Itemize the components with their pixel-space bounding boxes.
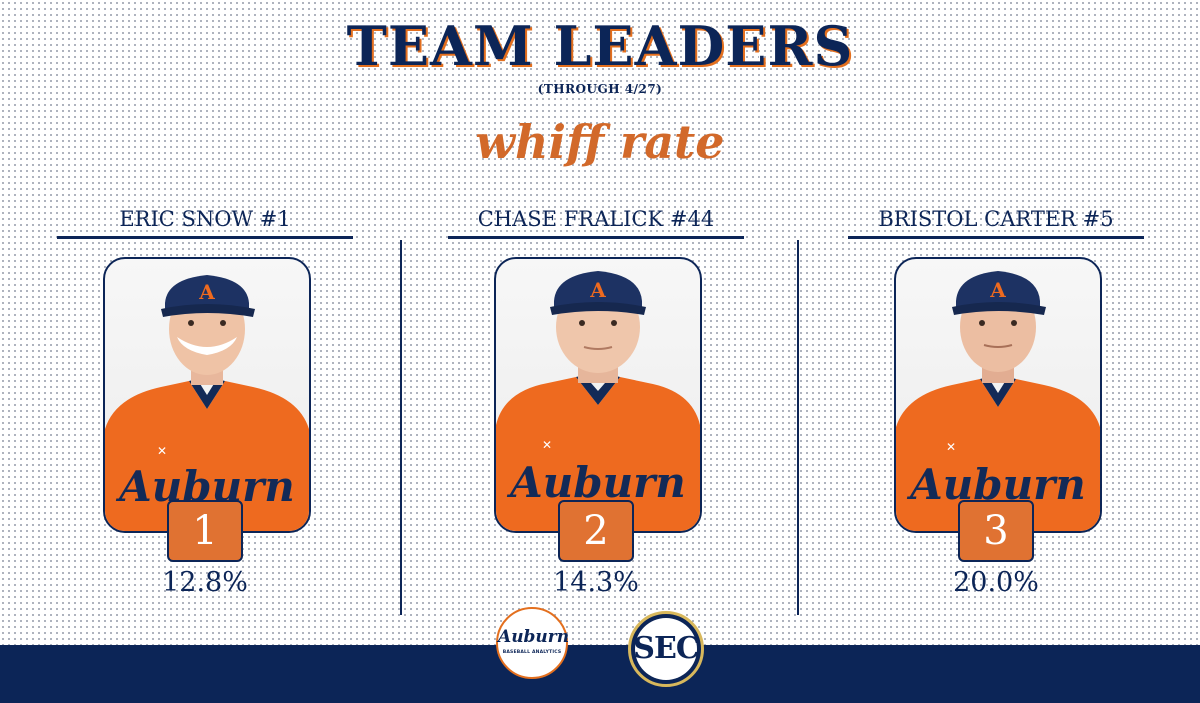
column-divider xyxy=(400,240,402,615)
leader-card-1: ERIC SNOW #1 A Auburn ✕ 1 12.8% xyxy=(55,205,355,605)
date-subtitle: (THROUGH 4/27) xyxy=(537,82,663,96)
player-photo-illustration: A Auburn ✕ xyxy=(896,271,1100,531)
stat-value: 14.3% xyxy=(553,567,639,598)
name-underline xyxy=(848,236,1144,239)
auburn-baseball-analytics-logo: Auburn BASEBALL ANALYTICS xyxy=(496,607,570,679)
player-photo-illustration: A Auburn ✕ xyxy=(105,275,309,531)
name-underline xyxy=(448,236,744,239)
auburn-logo-subtext: BASEBALL ANALYTICS xyxy=(502,650,562,655)
rank-badge: 1 xyxy=(167,500,243,562)
stat-name: whiff rate xyxy=(475,115,725,169)
player-name: CHASE FRALICK #44 xyxy=(477,207,715,231)
auburn-logo-script: Auburn xyxy=(498,627,570,647)
sec-logo-text: SEC xyxy=(633,631,699,666)
player-photo: A Auburn ✕ xyxy=(894,257,1102,533)
footer-bar xyxy=(0,645,1200,703)
svg-text:✕: ✕ xyxy=(542,438,552,452)
svg-text:A: A xyxy=(989,278,1006,302)
player-photo-illustration: A Auburn ✕ xyxy=(496,271,700,531)
leader-card-3: BRISTOL CARTER #5 A Auburn ✕ 3 20.0% xyxy=(846,205,1146,605)
player-name: BRISTOL CARTER #5 xyxy=(878,207,1114,231)
rank-badge: 3 xyxy=(958,500,1034,562)
player-photo: A Auburn ✕ xyxy=(494,257,702,533)
leader-card-2: CHASE FRALICK #44 A Auburn ✕ 2 14.3% xyxy=(446,205,746,605)
svg-text:✕: ✕ xyxy=(946,440,956,454)
sec-logo-ring xyxy=(635,618,697,680)
name-underline xyxy=(57,236,353,239)
rank-badge: 2 xyxy=(558,500,634,562)
svg-text:A: A xyxy=(198,280,215,304)
player-photo: A Auburn ✕ xyxy=(103,257,311,533)
graphic-title: TEAM LEADERS xyxy=(346,14,854,78)
svg-text:Auburn: Auburn xyxy=(506,458,686,507)
stat-value: 20.0% xyxy=(953,567,1039,598)
column-divider xyxy=(797,240,799,615)
svg-text:✕: ✕ xyxy=(157,444,167,458)
stat-value: 12.8% xyxy=(162,567,248,598)
sec-logo: SEC xyxy=(628,611,704,687)
player-name: ERIC SNOW #1 xyxy=(119,207,291,231)
svg-text:A: A xyxy=(589,278,606,302)
